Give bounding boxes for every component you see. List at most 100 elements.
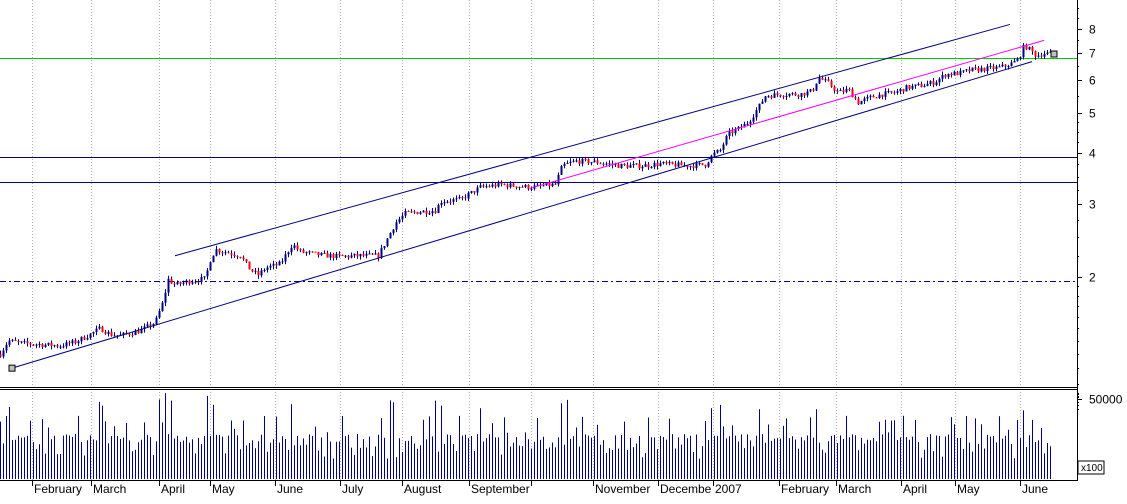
candle-body xyxy=(425,210,428,214)
candle-body xyxy=(656,163,659,167)
candle-body xyxy=(104,332,107,334)
candle-body xyxy=(527,184,530,190)
candle-body xyxy=(827,79,830,81)
candle-body xyxy=(0,353,2,357)
candle-body xyxy=(200,277,203,283)
candle-body xyxy=(284,254,287,262)
candle-body xyxy=(650,166,653,168)
price-axis: 8 7 6 5 4 3 2 xyxy=(1077,8,1096,385)
candle-body xyxy=(518,186,521,188)
candle-body xyxy=(878,94,881,99)
month-label: June xyxy=(1022,482,1048,496)
candle-body xyxy=(908,85,911,89)
candle-body xyxy=(326,252,329,258)
candle-body xyxy=(869,95,872,97)
month-label: March xyxy=(93,482,126,496)
candle-body xyxy=(350,255,353,258)
candle-body xyxy=(125,332,128,334)
candle-body xyxy=(641,166,644,169)
candle-body xyxy=(143,326,146,330)
candle-body xyxy=(881,94,884,97)
candle-body xyxy=(554,183,557,185)
candle-body xyxy=(212,255,215,263)
month-label: 2007 xyxy=(715,482,742,496)
candle-body xyxy=(380,248,383,259)
candle-body xyxy=(248,261,251,270)
candle-body xyxy=(239,256,242,258)
candle-body xyxy=(785,95,788,97)
candle-body xyxy=(146,324,149,327)
candle-body xyxy=(836,90,839,92)
candle-body xyxy=(659,163,662,167)
candle-body xyxy=(776,93,779,95)
candle-body xyxy=(173,283,176,285)
candle-body xyxy=(980,67,983,72)
candle-body xyxy=(443,202,446,204)
candle-body xyxy=(302,249,305,253)
candle-body xyxy=(38,344,41,346)
candle-body xyxy=(272,263,275,266)
candle-body xyxy=(116,335,119,337)
month-label: November xyxy=(595,482,650,496)
candle-body xyxy=(422,210,425,213)
candle-body xyxy=(857,98,860,105)
candle-body xyxy=(188,280,191,284)
candle-body xyxy=(449,201,452,203)
candle-body xyxy=(203,276,206,278)
candle-body xyxy=(863,98,866,102)
candle-body xyxy=(1010,62,1013,67)
candle-body xyxy=(959,70,962,76)
candle-body xyxy=(725,135,728,145)
candle-body xyxy=(170,278,173,284)
candle-body xyxy=(818,77,821,84)
candle-body xyxy=(233,254,236,257)
candle-body xyxy=(191,282,194,284)
candle-body xyxy=(47,342,50,345)
candle-body xyxy=(698,163,701,165)
candle-body xyxy=(347,255,350,258)
candle-body xyxy=(653,163,656,167)
month-label: March xyxy=(838,482,871,496)
candle-body xyxy=(578,160,581,164)
candle-body xyxy=(53,345,56,347)
month-label: May xyxy=(212,482,235,496)
candle-body xyxy=(71,340,74,344)
candle-body xyxy=(596,160,599,164)
candle-body xyxy=(791,93,794,95)
candle-body xyxy=(998,66,1001,68)
candle-body xyxy=(215,249,218,256)
candle-body xyxy=(923,86,926,88)
candle-body xyxy=(590,162,593,164)
month-label: Decembe xyxy=(660,482,712,496)
candle-body xyxy=(167,278,170,293)
candle-body xyxy=(329,254,332,258)
candle-body xyxy=(1004,64,1007,67)
candle-body xyxy=(164,292,167,303)
candle-body xyxy=(887,91,890,93)
price-tick-label: 4 xyxy=(1089,147,1096,161)
candle-body xyxy=(635,163,638,165)
candle-body xyxy=(521,186,524,188)
candle-body xyxy=(503,184,506,186)
candle-body xyxy=(434,211,437,214)
candle-body xyxy=(779,94,782,97)
candle-body xyxy=(383,246,386,249)
candle-body xyxy=(50,342,53,347)
candle-body xyxy=(14,339,17,341)
candle-body xyxy=(359,254,362,257)
candle-body xyxy=(689,166,692,168)
candle-body xyxy=(242,257,245,260)
candle-body xyxy=(569,161,572,163)
price-tick-label: 3 xyxy=(1089,198,1096,212)
candle-body xyxy=(674,163,677,167)
candle-body xyxy=(59,346,62,348)
candle-body xyxy=(950,73,953,76)
month-label: August xyxy=(404,482,442,496)
candle-body xyxy=(209,262,212,271)
candle-body xyxy=(989,66,992,68)
candle-body xyxy=(851,89,854,98)
candle-body xyxy=(782,96,785,98)
candle-body xyxy=(794,93,797,96)
candle-body xyxy=(893,92,896,94)
candle-body xyxy=(332,254,335,258)
